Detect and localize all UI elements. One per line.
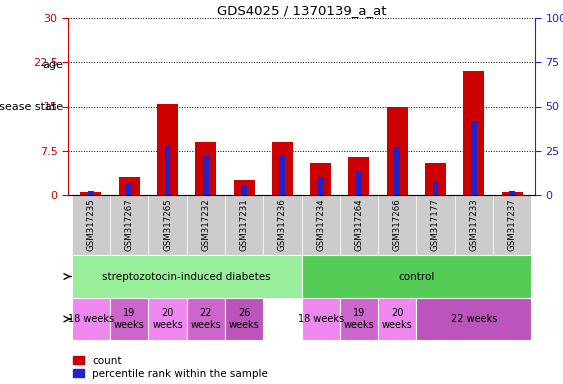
Text: 20
weeks: 20 weeks <box>152 308 183 330</box>
Bar <box>195 142 216 195</box>
Bar <box>493 195 531 255</box>
Bar <box>234 180 254 195</box>
Text: 22 weeks: 22 weeks <box>450 314 497 324</box>
Bar <box>149 298 187 340</box>
Title: GDS4025 / 1370139_a_at: GDS4025 / 1370139_a_at <box>217 4 386 17</box>
Bar <box>463 71 484 195</box>
Text: control: control <box>398 271 435 281</box>
Bar <box>310 162 331 195</box>
Bar <box>126 183 132 195</box>
Text: GSM317233: GSM317233 <box>469 198 478 251</box>
Bar <box>164 146 171 195</box>
Bar <box>225 298 263 340</box>
Bar <box>225 195 263 255</box>
Bar <box>416 298 531 340</box>
Text: streptozotocin-induced diabetes: streptozotocin-induced diabetes <box>102 271 271 281</box>
Bar <box>279 156 285 195</box>
Bar <box>157 104 178 195</box>
Bar <box>302 255 531 298</box>
Bar <box>272 142 293 195</box>
Bar <box>110 298 149 340</box>
Text: 18 weeks: 18 weeks <box>68 314 114 324</box>
Bar <box>72 255 302 298</box>
Bar <box>394 147 400 195</box>
Bar <box>302 298 340 340</box>
Text: GSM317267: GSM317267 <box>125 198 134 251</box>
Text: disease state: disease state <box>0 103 63 113</box>
Bar <box>471 121 477 195</box>
Text: age: age <box>42 60 63 70</box>
Text: 26
weeks: 26 weeks <box>229 308 260 330</box>
Bar <box>81 192 101 195</box>
Text: GSM317235: GSM317235 <box>87 198 96 251</box>
Bar <box>241 186 247 195</box>
Legend: count, percentile rank within the sample: count, percentile rank within the sample <box>73 356 268 379</box>
Text: GSM317236: GSM317236 <box>278 198 287 251</box>
Text: GSM317234: GSM317234 <box>316 198 325 251</box>
Bar <box>387 106 408 195</box>
Bar <box>110 195 149 255</box>
Bar <box>263 195 302 255</box>
Text: 22
weeks: 22 weeks <box>190 308 221 330</box>
Bar <box>502 192 522 195</box>
Bar <box>340 195 378 255</box>
Bar <box>509 192 515 195</box>
Bar <box>378 298 416 340</box>
Bar <box>302 195 340 255</box>
Text: GSM317237: GSM317237 <box>507 198 516 251</box>
Text: GSM317232: GSM317232 <box>202 198 211 251</box>
Bar <box>187 195 225 255</box>
Bar <box>149 195 187 255</box>
Bar <box>348 157 369 195</box>
Bar <box>378 195 416 255</box>
Text: GSM317231: GSM317231 <box>240 198 249 251</box>
Bar <box>187 298 225 340</box>
Bar <box>340 298 378 340</box>
Bar <box>88 192 94 195</box>
Bar <box>432 181 439 195</box>
Bar <box>425 162 446 195</box>
Bar <box>72 195 110 255</box>
Bar <box>318 177 324 195</box>
Bar <box>72 298 110 340</box>
Text: GSM317266: GSM317266 <box>393 198 401 251</box>
Bar <box>454 195 493 255</box>
Text: 19
weeks: 19 weeks <box>343 308 374 330</box>
Text: 20
weeks: 20 weeks <box>382 308 413 330</box>
Text: GSM317264: GSM317264 <box>355 198 364 251</box>
Text: 18 weeks: 18 weeks <box>298 314 343 324</box>
Bar <box>119 177 140 195</box>
Bar <box>416 195 454 255</box>
Bar <box>203 156 209 195</box>
Bar <box>356 172 362 195</box>
Text: 19
weeks: 19 weeks <box>114 308 145 330</box>
Text: GSM317177: GSM317177 <box>431 198 440 251</box>
Text: GSM317265: GSM317265 <box>163 198 172 251</box>
